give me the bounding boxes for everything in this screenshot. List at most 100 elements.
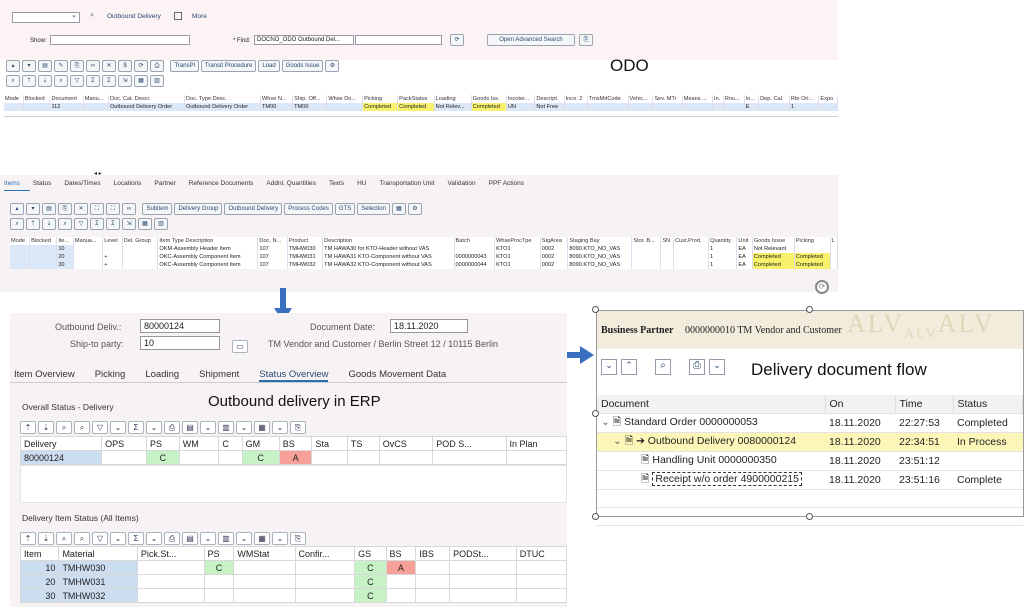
print-icon[interactable]: ⎙ <box>164 532 180 545</box>
column-header[interactable]: Manu... <box>83 95 109 103</box>
export-icon[interactable]: ▥ <box>218 421 234 434</box>
column-header[interactable]: In. <box>712 95 724 103</box>
outbound-delivery-button[interactable]: Outbound Delivery <box>224 203 283 215</box>
resize-handle[interactable] <box>806 306 813 313</box>
tab-reference-documents[interactable]: Reference Documents <box>188 180 254 187</box>
tab-ppf-actions[interactable]: PPF Actions <box>488 180 525 187</box>
column-header[interactable]: Ite... <box>56 237 74 245</box>
search-icon[interactable]: ⌕ <box>655 359 671 375</box>
object-select[interactable]: ⌄ <box>12 12 80 23</box>
find-icon[interactable]: ⌕ <box>56 532 72 545</box>
column-header[interactable]: Staging Bay <box>567 237 633 245</box>
filter-icon[interactable]: ▽ <box>92 421 108 434</box>
tab-status-overview[interactable]: Status Overview <box>259 369 329 382</box>
rotate-icon[interactable]: ⟳ <box>815 280 829 294</box>
column-header[interactable]: Inco. 2 <box>564 95 588 103</box>
layout-icon[interactable]: ▦ <box>254 421 270 434</box>
tab-shipment[interactable]: Shipment <box>199 369 240 380</box>
sum-dropdown-icon[interactable]: ⌄ <box>146 532 162 545</box>
sort-asc-icon[interactable]: ⇡ <box>22 75 36 87</box>
filter-dropdown-icon[interactable]: ⌄ <box>110 421 126 434</box>
column-header[interactable]: StgArea <box>540 237 569 245</box>
column-header[interactable]: Mode <box>10 237 31 245</box>
table-row[interactable]: 20 + OKC-Assembly Component Item 107 TMHW031… <box>10 253 839 261</box>
sort-asc-icon[interactable]: ⇡ <box>20 532 36 545</box>
copy-icon[interactable]: ⎘ <box>70 60 84 72</box>
column-header[interactable]: In Plan <box>505 436 568 451</box>
views-dropdown-icon[interactable]: ⌄ <box>200 421 216 434</box>
print-icon[interactable]: ⎙ <box>164 421 180 434</box>
sort-asc-icon[interactable]: ⇡ <box>26 218 40 230</box>
column-header[interactable]: Delivery <box>19 436 103 451</box>
column-header[interactable]: Product <box>287 237 324 245</box>
column-header[interactable]: BS <box>385 546 417 561</box>
table-row[interactable]: 30 TMHW032 C <box>19 588 568 603</box>
search-icon[interactable]: ⟳ <box>450 34 464 46</box>
column-header[interactable]: WMStat <box>233 546 296 561</box>
subitem-button[interactable]: Subitem <box>142 203 173 215</box>
column-header[interactable]: SN <box>660 237 675 245</box>
column-header[interactable]: Rte Ori... <box>789 95 820 103</box>
save-search-icon[interactable]: ⎘ <box>579 34 593 46</box>
column-header[interactable]: Blocked <box>23 95 51 103</box>
tab-addnl-quantities[interactable]: Addnl. Quantities <box>266 180 316 187</box>
layout-icon[interactable]: ▦ <box>254 532 270 545</box>
expand-all-icon[interactable]: ⌃ <box>621 359 637 375</box>
table-row[interactable]: ⌄ 🗎 Standard Order 0000000053 18.11.2020 2… <box>597 413 1023 433</box>
gts-button[interactable]: GTS <box>334 203 356 215</box>
views-dropdown-icon[interactable]: ⌄ <box>200 532 216 545</box>
table-icon[interactable]: ▦ <box>391 203 406 215</box>
column-header[interactable]: Cust.Prod. <box>673 237 710 245</box>
column-header[interactable]: Whse Do... <box>326 95 364 103</box>
column-header[interactable]: Confir... <box>294 546 356 561</box>
delete-icon[interactable]: ✕ <box>74 203 88 215</box>
subtotal-icon[interactable]: Σ <box>106 218 120 230</box>
table-row[interactable]: ⌄ 🗎 ➔ Outbound Delivery 0080000124 18.11.… <box>597 432 1023 452</box>
column-header[interactable]: GS <box>354 546 387 561</box>
column-header[interactable]: Del. Group <box>122 237 159 245</box>
money-icon[interactable]: $ <box>118 60 132 72</box>
column-header[interactable]: Pick.St... <box>136 546 205 561</box>
column-header[interactable]: Expo <box>818 95 838 103</box>
column-header[interactable]: Goods Iss. <box>471 95 507 103</box>
column-header[interactable]: Unit <box>736 237 753 245</box>
find-next-icon[interactable]: ⌕ <box>74 532 90 545</box>
column-header[interactable]: Quantity <box>708 237 738 245</box>
column-header[interactable]: Description <box>322 237 455 245</box>
scroll-left-icon[interactable]: ◂ ▸ <box>94 171 102 177</box>
process-codes-button[interactable]: Process Codes <box>284 203 333 215</box>
tab-goods-movement-data[interactable]: Goods Movement Data <box>348 369 447 380</box>
column-header[interactable]: Stor. B... <box>631 237 662 245</box>
tab-partner[interactable]: Partner <box>154 180 176 187</box>
collapse-icon[interactable]: ▴ <box>6 60 20 72</box>
transpl-button[interactable]: TransPl <box>170 60 199 72</box>
sum-icon[interactable]: Σ <box>90 218 104 230</box>
tab-items[interactable]: Items <box>4 180 20 187</box>
column-header[interactable]: Dep. Cal. <box>758 95 790 103</box>
column-header[interactable]: Material <box>58 546 138 561</box>
column-header[interactable]: Doc. Cat. Descr. <box>108 95 185 103</box>
col-document[interactable]: Document <box>597 395 826 414</box>
details-icon[interactable]: ⎘ <box>290 421 306 434</box>
tab-transportation-unit[interactable]: Transportation Unit <box>379 180 435 187</box>
column-header[interactable]: Manua... <box>73 237 104 245</box>
settings-icon[interactable]: ⚙ <box>325 60 340 72</box>
column-header[interactable]: PODSt... <box>449 546 517 561</box>
sum-dropdown-icon[interactable]: ⌄ <box>146 421 162 434</box>
find-next-icon[interactable]: ⌕ <box>74 421 90 434</box>
delivery-group-button[interactable]: Delivery Group <box>174 203 223 215</box>
subtotal-icon[interactable]: Σ <box>102 75 116 87</box>
edit-icon[interactable]: ✎ <box>54 60 68 72</box>
column-header[interactable]: Doc. N... <box>257 237 288 245</box>
find-icon[interactable]: ⌕ <box>54 75 68 87</box>
col-on[interactable]: On <box>825 395 896 414</box>
show-select[interactable] <box>50 35 190 45</box>
column-header[interactable]: PackStatus <box>397 95 435 103</box>
table-row[interactable]: 10 TMHW030 C C A <box>19 560 568 575</box>
column-header[interactable]: Loading <box>434 95 472 103</box>
column-header[interactable]: Sev. MTr <box>652 95 683 103</box>
column-header[interactable]: Vehic... <box>628 95 654 103</box>
ship-to-field[interactable]: 10 <box>140 336 220 350</box>
column-header[interactable]: Sta <box>311 436 348 451</box>
load-button[interactable]: Load <box>258 60 280 72</box>
